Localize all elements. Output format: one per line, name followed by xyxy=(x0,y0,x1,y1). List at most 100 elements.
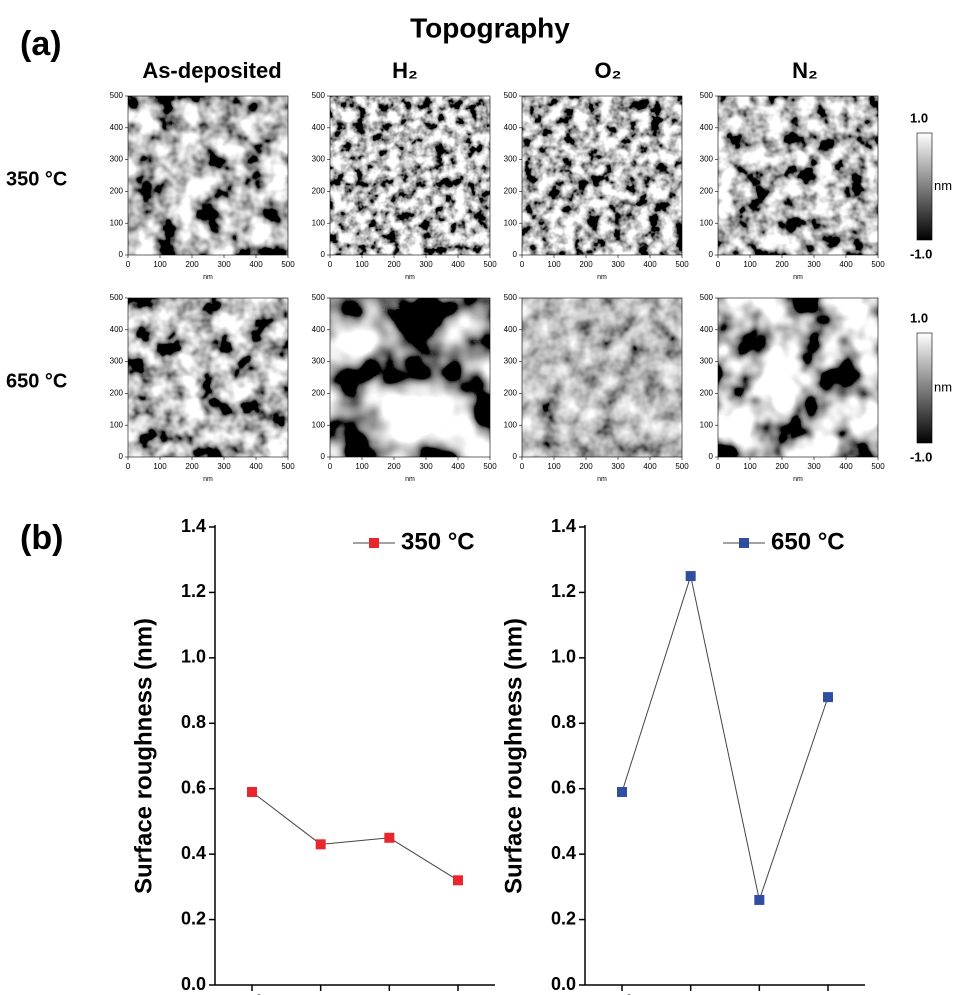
y-tick-label: 0 xyxy=(321,452,326,461)
colorbar-min: -1.0 xyxy=(910,449,932,464)
axis-unit: nm xyxy=(405,476,415,483)
y-tick-label: 300 xyxy=(312,155,326,164)
y-tick-label: 500 xyxy=(700,293,714,302)
afm-image xyxy=(330,96,490,255)
y-tick-label: 200 xyxy=(312,389,326,398)
y-tick-label: 300 xyxy=(504,357,518,366)
y-tick-label: 400 xyxy=(110,325,124,334)
afm-frame xyxy=(329,95,491,256)
x-tick-label: 300 xyxy=(611,260,625,269)
row-label: 350 °C xyxy=(6,168,67,190)
y-tick-label: 200 xyxy=(504,187,518,196)
x-tick-label: 100 xyxy=(355,462,369,471)
y-tick-label: 0 xyxy=(321,250,326,259)
y-tick-label: 0 xyxy=(709,452,714,461)
axis-unit: nm xyxy=(203,274,213,281)
y-tick-label: 400 xyxy=(700,123,714,132)
y-tick-label: 200 xyxy=(110,187,124,196)
x-tick-label: 400 xyxy=(643,260,657,269)
y-tick-label: 500 xyxy=(504,293,518,302)
data-point xyxy=(315,839,326,850)
axis-unit: nm xyxy=(597,274,607,281)
x-tick-label: 500 xyxy=(871,260,885,269)
y-tick-label: 100 xyxy=(110,218,124,227)
y-tick-label: 100 xyxy=(504,218,518,227)
legend-marker xyxy=(369,538,379,548)
x-tick-label: H₂ xyxy=(680,992,701,995)
afm-frame xyxy=(127,297,289,458)
x-tick-label: O₂ xyxy=(378,992,400,995)
y-tick-label: 200 xyxy=(504,389,518,398)
y-tick-label: 1.4 xyxy=(181,516,206,536)
y-tick-label: 0 xyxy=(513,250,518,259)
x-tick-label: 0 xyxy=(126,462,131,471)
y-tick-label: 500 xyxy=(110,293,124,302)
x-tick-label: 0 xyxy=(328,462,333,471)
x-tick-label: As-dep xyxy=(221,992,282,995)
colorbar-min: -1.0 xyxy=(910,246,932,261)
y-tick-label: 500 xyxy=(312,91,326,100)
legend-label: 350 °C xyxy=(401,528,475,555)
y-tick-label: 100 xyxy=(312,420,326,429)
afm-image xyxy=(522,96,682,255)
y-tick-label: 300 xyxy=(110,357,124,366)
x-tick-label: As-dep xyxy=(591,992,652,995)
x-tick-label: 200 xyxy=(387,260,401,269)
y-tick-label: 0.8 xyxy=(181,712,206,732)
panel-label: (a) xyxy=(20,25,62,63)
x-tick-label: 0 xyxy=(716,462,721,471)
x-tick-label: 500 xyxy=(281,462,295,471)
x-tick-label: 200 xyxy=(185,260,199,269)
y-tick-label: 100 xyxy=(504,420,518,429)
y-tick-label: 500 xyxy=(700,91,714,100)
x-tick-label: H₂ xyxy=(310,992,331,995)
y-tick-label: 1.0 xyxy=(181,647,206,667)
x-tick-label: 400 xyxy=(839,462,853,471)
y-axis-label: Surface roughness (nm) xyxy=(130,618,157,894)
x-tick-label: 300 xyxy=(217,260,231,269)
axis-unit: nm xyxy=(405,274,415,281)
y-tick-label: 0.4 xyxy=(181,843,206,863)
x-tick-label: 0 xyxy=(520,260,525,269)
x-tick-label: 500 xyxy=(675,462,689,471)
x-tick-label: 400 xyxy=(839,260,853,269)
x-tick-label: 100 xyxy=(743,462,757,471)
x-tick-label: N₂ xyxy=(818,992,839,995)
y-tick-label: 100 xyxy=(312,218,326,227)
y-tick-label: 0.8 xyxy=(551,712,576,732)
legend-marker xyxy=(739,538,749,548)
y-tick-label: 300 xyxy=(700,155,714,164)
x-tick-label: 300 xyxy=(419,260,433,269)
y-tick-label: 0 xyxy=(119,452,124,461)
afm-image xyxy=(128,298,288,457)
y-tick-label: 200 xyxy=(110,389,124,398)
data-point xyxy=(617,786,627,797)
panel-label: (b) xyxy=(20,519,63,557)
x-tick-label: 100 xyxy=(153,462,167,471)
y-tick-label: 400 xyxy=(700,325,714,334)
data-point xyxy=(685,571,696,582)
x-tick-label: 100 xyxy=(547,260,561,269)
x-tick-label: 200 xyxy=(387,462,401,471)
series-line xyxy=(251,791,459,881)
y-tick-label: 0.0 xyxy=(181,974,206,994)
x-tick-label: 500 xyxy=(281,260,295,269)
x-tick-label: 500 xyxy=(675,260,689,269)
y-tick-label: 100 xyxy=(700,420,714,429)
x-tick-label: 500 xyxy=(483,260,497,269)
data-point xyxy=(453,875,463,886)
y-tick-label: 400 xyxy=(504,123,518,132)
column-header: As-deposited xyxy=(142,58,281,83)
legend-label: 650 °C xyxy=(771,528,845,555)
y-tick-label: 0.2 xyxy=(551,908,576,928)
x-tick-label: 200 xyxy=(775,462,789,471)
x-tick-label: 0 xyxy=(716,260,721,269)
x-tick-label: 300 xyxy=(807,462,821,471)
x-tick-label: O₂ xyxy=(748,992,770,995)
y-tick-label: 300 xyxy=(110,155,124,164)
x-tick-label: 200 xyxy=(185,462,199,471)
y-tick-label: 1.4 xyxy=(551,516,576,536)
x-tick-label: 0 xyxy=(328,260,333,269)
x-tick-label: 400 xyxy=(451,260,465,269)
y-tick-label: 0 xyxy=(513,452,518,461)
